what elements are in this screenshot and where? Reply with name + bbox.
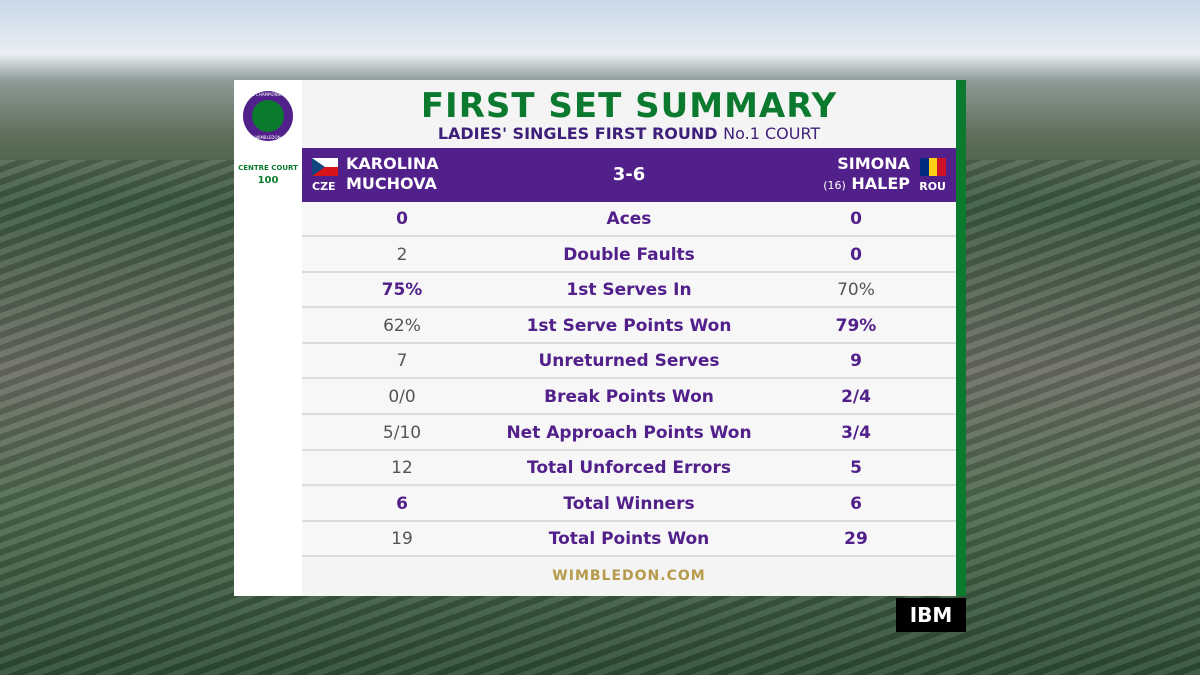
logo-text: CENTRE COURT [238,164,298,172]
stat-label: Break Points Won [544,387,714,407]
flag-rou [920,158,946,176]
stat-label: Unreturned Serves [538,351,720,372]
right-value: 3/4 [841,422,871,443]
player-first: KAROLINA [346,154,439,173]
stat-label: Total Unforced Errors [527,458,731,479]
right-value: 9 [850,351,862,372]
seed: (16) [823,179,846,192]
logo-text: 100 [258,175,279,186]
green-stripe [956,80,966,596]
left-value: 62% [383,315,421,336]
stat-label: Total Winners [563,493,695,514]
summary-panel: THE CHAMPIONSHIPS WIMBLEDON CENTRE COURT… [234,80,966,596]
logo-text: THE CHAMPIONSHIPS [246,92,290,97]
stat-row: 7 Unreturned Serves 9 [302,344,956,380]
left-value: 0 [396,209,408,229]
stat-label: Total Points Won [548,529,710,550]
left-value: 2 [396,244,408,265]
right-value: 0 [850,244,862,265]
stat-label: 1st Serve Points Won [526,315,732,336]
stat-label: Double Faults [563,244,695,265]
stat-label: Aces [606,209,652,229]
flag-cze [312,158,338,176]
player-first: SIMONA [837,154,910,173]
left-value: 12 [391,458,413,479]
logo-sidebar: THE CHAMPIONSHIPS WIMBLEDON CENTRE COURT… [234,80,302,596]
stat-label: Net Approach Points Won [506,422,752,443]
stat-row: 12 Total Unforced Errors 5 [302,451,956,487]
stat-row: 62% 1st Serve Points Won 79% [302,308,956,344]
left-value: 0/0 [388,387,416,407]
left-value: 75% [381,280,423,301]
stat-row: 5/10 Net Approach Points Won 3/4 [302,415,956,451]
player-last: MUCHOVA [346,174,437,193]
court: No.1 COURT [723,124,821,143]
round: LADIES' SINGLES FIRST ROUND [437,124,718,143]
left-value: 6 [396,493,408,514]
sponsor: IBM [896,598,966,632]
left-value: 19 [391,529,413,550]
right-value: 70% [837,280,875,301]
footer: WIMBLEDON.COM [552,568,706,584]
country: CZE [312,180,336,193]
country: ROU [919,180,946,193]
right-value: 0 [850,209,862,229]
player-last: HALEP [851,174,910,193]
right-value: 29 [844,529,868,550]
left-value: 7 [396,351,408,372]
right-value: 5 [850,458,862,479]
right-value: 6 [850,493,862,514]
stat-row: 75% 1st Serves In 70% [302,273,956,309]
right-value: 79% [835,315,877,336]
title: FIRST SET SUMMARY [420,86,838,126]
stat-row: 0/0 Break Points Won 2/4 [302,380,956,415]
stat-row: 0 Aces 0 [302,202,956,237]
stat-label: 1st Serves In [566,280,692,301]
subtitle: LADIES' SINGLES FIRST ROUND No.1 COURT [302,124,956,143]
logo-text: WIMBLEDON [255,135,280,140]
stat-row: 2 Double Faults 0 [302,237,956,273]
left-value: 5/10 [382,422,422,443]
stat-row: 6 Total Winners 6 [302,486,956,522]
stat-row: 19 Total Points Won 29 [302,522,956,558]
score-bar: CZE KAROLINA MUCHOVA 3-6 SIMONA (16) HAL… [302,148,956,202]
logo-center [252,100,284,132]
right-value: 2/4 [841,387,871,407]
score: 3-6 [612,164,646,185]
logos: THE CHAMPIONSHIPS WIMBLEDON CENTRE COURT… [238,91,298,186]
